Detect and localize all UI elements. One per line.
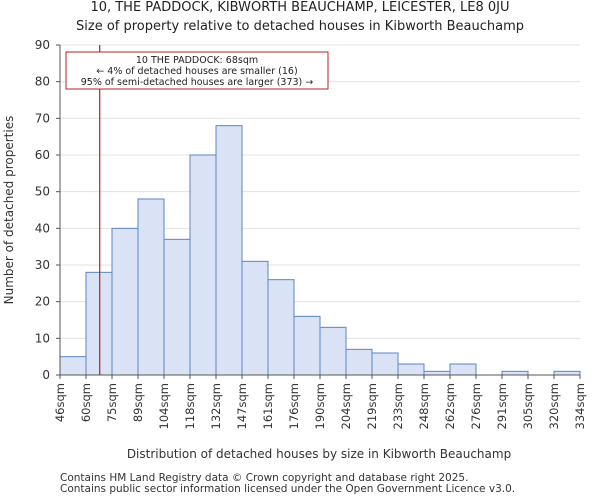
bars (59, 125, 581, 376)
x-tick-label: 161sqm (261, 383, 275, 429)
histogram-bar (293, 315, 321, 376)
y-tick-label: 60 (35, 148, 50, 162)
chart-subtitle: Size of property relative to detached ho… (76, 19, 524, 34)
y-tick-label: 80 (35, 75, 50, 89)
y-axis-label: Number of detached properties (2, 116, 16, 305)
histogram-bar (189, 154, 217, 376)
x-tick-label: 60sqm (79, 383, 93, 422)
x-tick-label: 190sqm (313, 383, 327, 429)
y-tick-label: 40 (35, 221, 50, 235)
y-tick-label: 0 (42, 368, 50, 382)
histogram-bar (85, 271, 113, 376)
x-tick-label: 104sqm (157, 383, 171, 429)
x-tick-label: 248sqm (417, 383, 431, 429)
chart-title: 10, THE PADDOCK, KIBWORTH BEAUCHAMP, LEI… (90, 0, 510, 15)
histogram-bar (59, 356, 87, 376)
y-tick-label: 90 (35, 38, 50, 52)
x-axis-label: Distribution of detached houses by size … (127, 447, 511, 461)
footer-line-2: Contains public sector information licen… (60, 483, 516, 495)
histogram-bar (241, 260, 269, 376)
histogram-bar (501, 370, 529, 376)
y-tick-label: 30 (35, 258, 50, 272)
footer-line-1: Contains HM Land Registry data © Crown c… (60, 472, 469, 484)
x-tick-label: 132sqm (209, 383, 223, 429)
histogram-bar (423, 370, 451, 376)
histogram-bar (215, 125, 243, 376)
x-tick-label: 291sqm (495, 383, 509, 429)
y-tick-label: 50 (35, 185, 50, 199)
x-tick-label: 75sqm (105, 383, 119, 422)
histogram-bar (553, 370, 581, 376)
x-tick-label: 219sqm (365, 383, 379, 429)
y-tick-label: 10 (35, 331, 50, 345)
annotation-box (65, 51, 329, 90)
x-tick-label: 276sqm (469, 383, 483, 429)
histogram-bar (267, 279, 295, 376)
x-tick-label: 118sqm (183, 383, 197, 429)
y-tick-label: 70 (35, 111, 50, 125)
annotation-line: 95% of semi-detached houses are larger (… (81, 77, 314, 88)
x-tick-label: 262sqm (443, 383, 457, 429)
x-tick-label: 204sqm (339, 383, 353, 429)
histogram-bar (449, 363, 477, 376)
histogram-bar (371, 352, 399, 376)
annotation-line: 10 THE PADDOCK: 68sqm (136, 55, 258, 66)
annotation-line: ← 4% of detached houses are smaller (16) (96, 66, 297, 77)
histogram-bar (137, 198, 165, 376)
x-tick-label: 147sqm (235, 383, 249, 429)
x-tick-label: 320sqm (547, 383, 561, 429)
x-tick-label: 233sqm (391, 383, 405, 429)
histogram-bar (345, 348, 373, 376)
y-tick-label: 20 (35, 295, 50, 309)
histogram-bar (319, 326, 347, 376)
histogram-bar (111, 227, 139, 376)
y-ticks: 0 10 20 30 40 50 60 70 80 90 (35, 38, 60, 382)
x-tick-label: 46sqm (53, 383, 67, 422)
x-tick-label: 176sqm (287, 383, 301, 429)
x-tick-label: 305sqm (521, 383, 535, 429)
x-tick-label: 334sqm (573, 383, 587, 429)
histogram-bar (397, 363, 425, 376)
histogram-bar (163, 238, 191, 376)
annotation: 10 THE PADDOCK: 68sqm← 4% of detached ho… (65, 51, 329, 90)
x-ticks: 46sqm 60sqm 75sqm 89sqm 104sqm 118sqm 132sqm 14… (53, 375, 587, 429)
x-tick-label: 89sqm (131, 383, 145, 422)
